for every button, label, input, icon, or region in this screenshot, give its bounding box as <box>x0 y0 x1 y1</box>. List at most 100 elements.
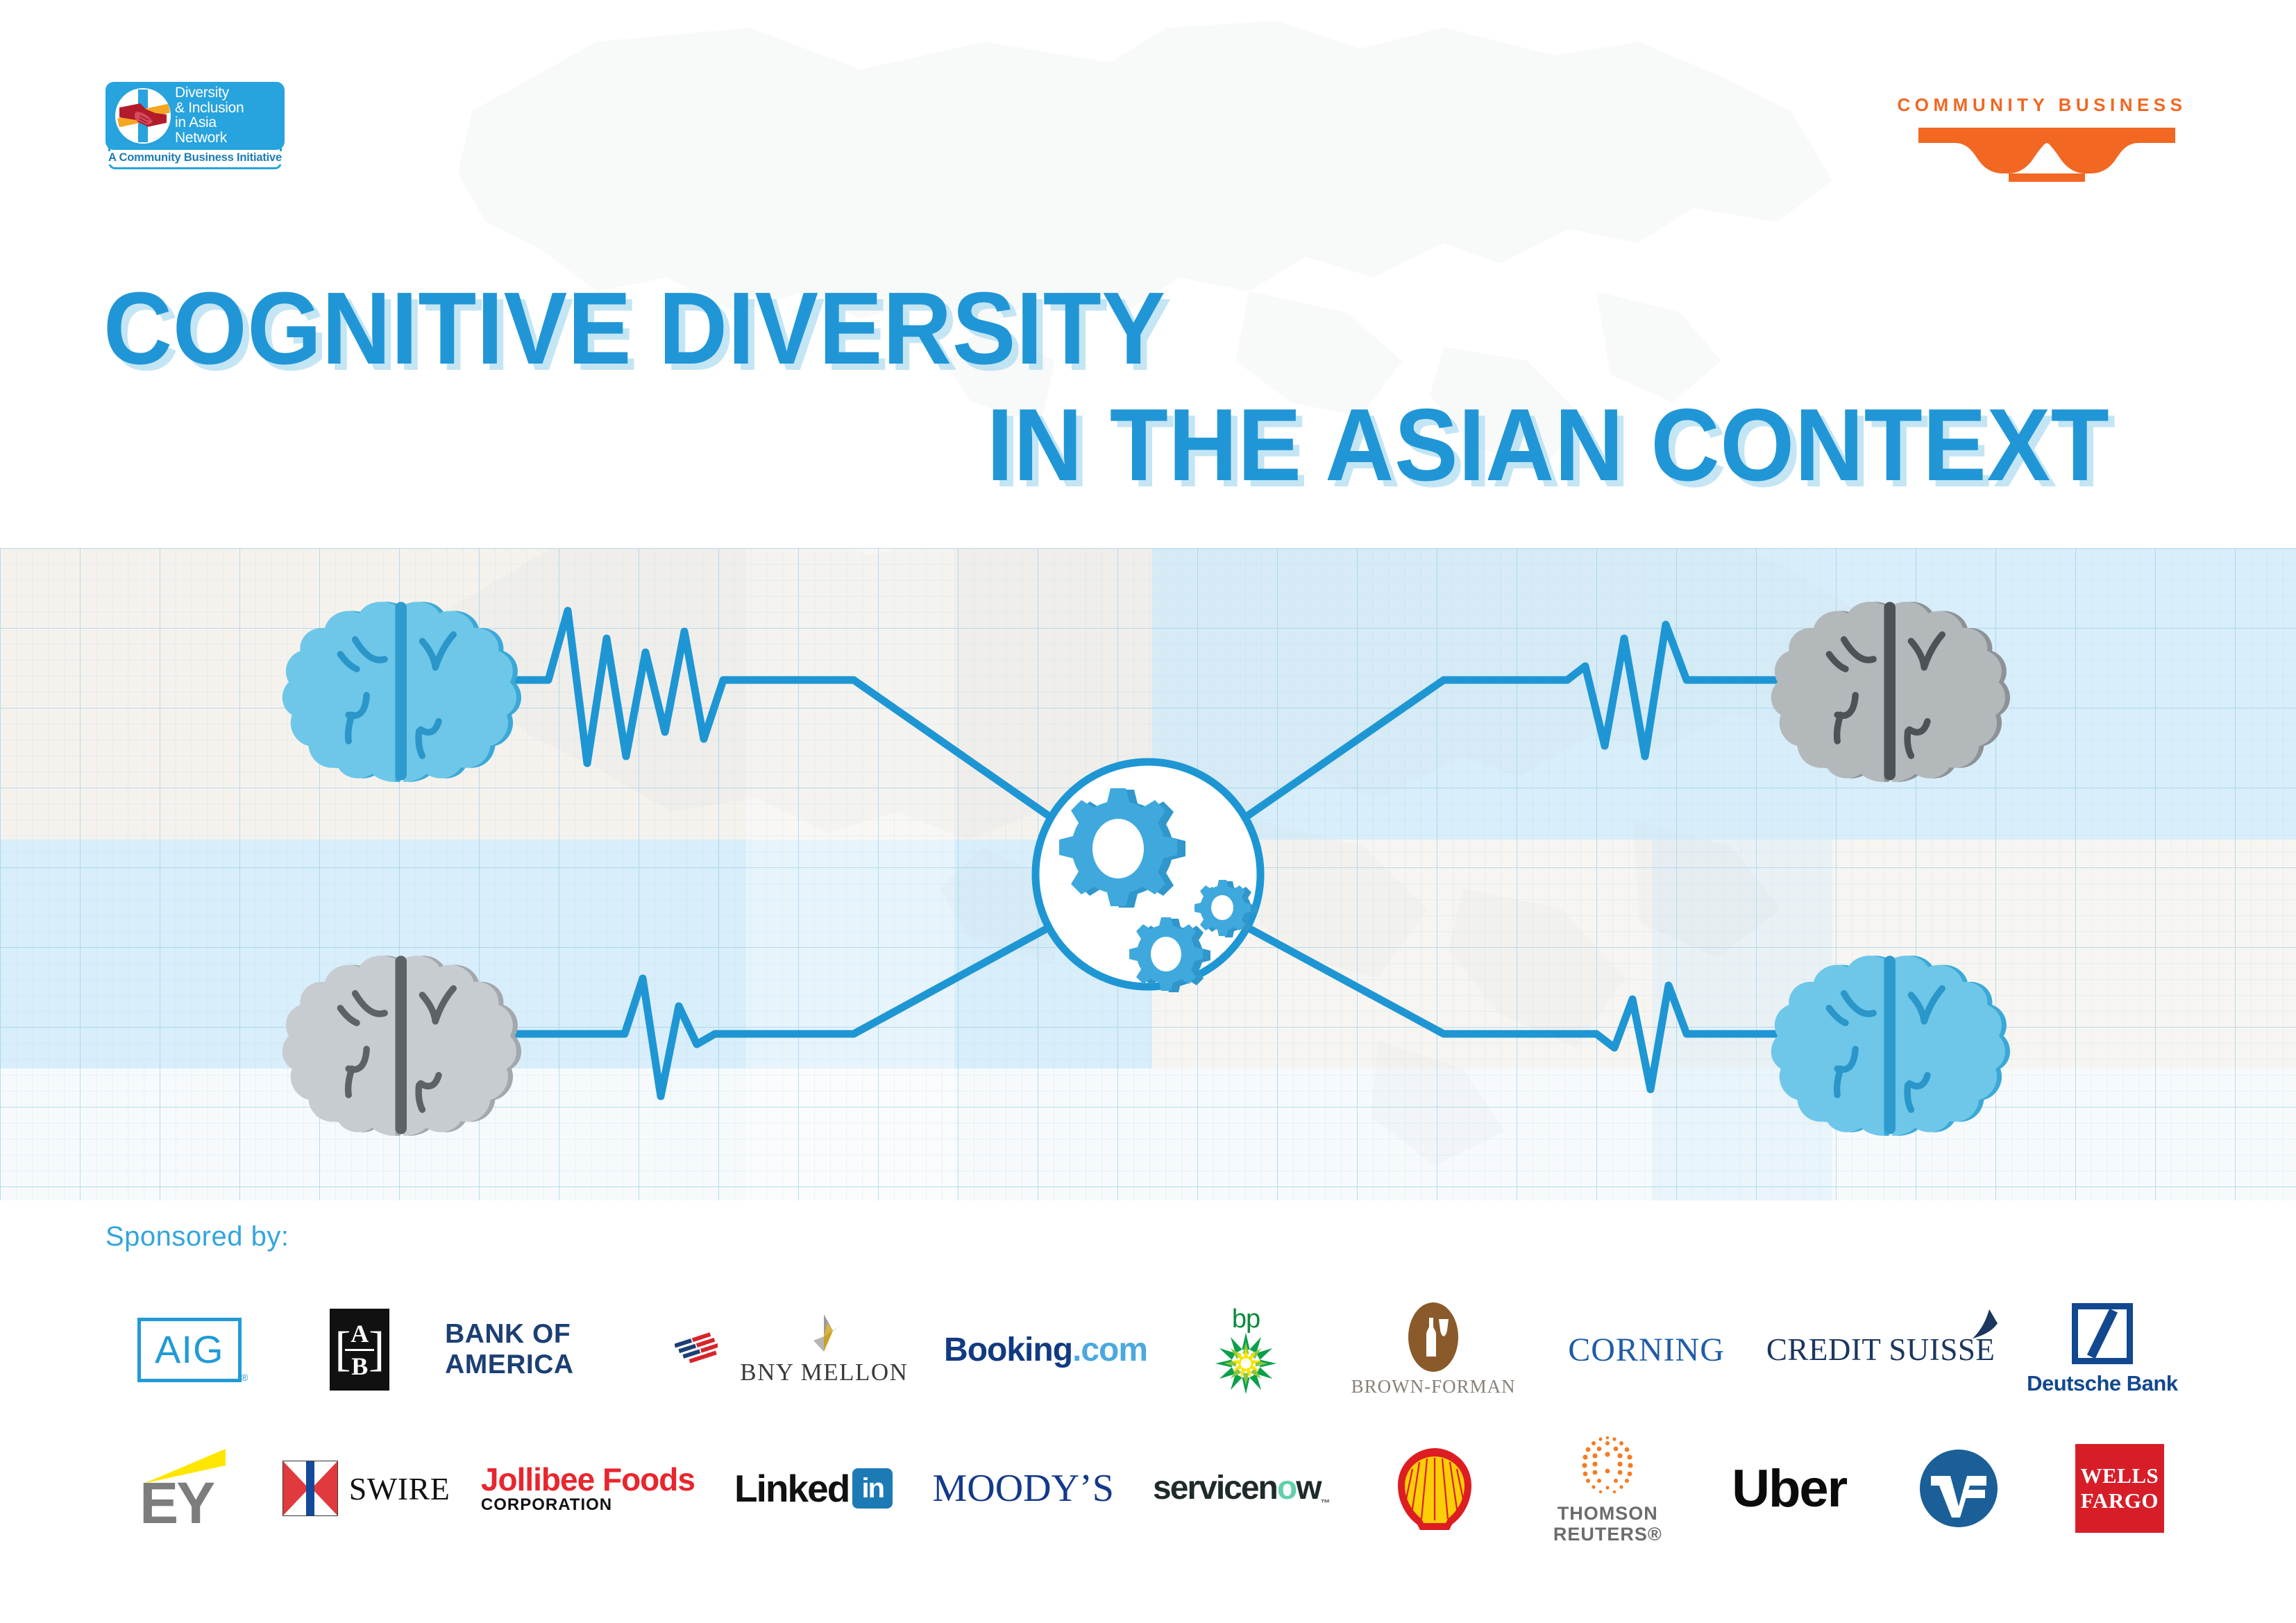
boa-label: BANK OF AMERICA <box>445 1319 574 1379</box>
aig-label: AIG <box>155 1327 224 1371</box>
logo-bp[interactable]: bp <box>1160 1291 1331 1409</box>
ey-label: EY <box>140 1470 215 1536</box>
logo-servicenow[interactable]: servicenow™ <box>1128 1429 1353 1547</box>
bny-diamond-icon <box>813 1314 842 1352</box>
logo-deutsche-bank[interactable]: Deutsche Bank <box>2004 1291 2200 1409</box>
logo-thomson-reuters[interactable]: THOMSON REUTERS® <box>1515 1429 1700 1547</box>
ey-beam-icon <box>144 1449 226 1484</box>
logo-vf-corporation[interactable] <box>1877 1429 2038 1547</box>
brain-top-left <box>282 602 522 782</box>
db-slash-icon <box>2086 1308 2118 1359</box>
dian-line-3: in Asia <box>175 114 217 130</box>
uber-label: Uber <box>1732 1459 1848 1518</box>
title-line-2: IN THE ASIAN CONTEXT <box>986 388 2110 502</box>
bf-label: BROWN-FORMAN <box>1351 1375 1516 1397</box>
brain-top-right <box>1771 602 2011 782</box>
bny-label: BNY MELLON <box>740 1359 909 1386</box>
swire-lockup: SWIRE <box>282 1461 450 1516</box>
logo-corning[interactable]: CORNING <box>1535 1291 1757 1409</box>
shell-pecten-icon <box>1397 1448 1471 1530</box>
corning-label: CORNING <box>1568 1331 1725 1368</box>
boa-lockup: BANK OF AMERICA <box>445 1319 718 1380</box>
bf-bottle-glass-icon <box>1408 1302 1459 1372</box>
dian-tagline: A Community Business Initiative <box>105 151 285 164</box>
world-map-watermark <box>458 21 1832 472</box>
brain-bottom-left <box>282 955 522 1136</box>
tr-label-1: THOMSON <box>1557 1503 1658 1524</box>
linkedin-lockup: Linked in <box>734 1466 893 1511</box>
jollibee-lockup: Jollibee Foods CORPORATION <box>481 1463 695 1513</box>
logo-uber[interactable]: Uber <box>1700 1429 1878 1547</box>
sponsors-section: Sponsored by: AIG ® [ ] A B BANK OF AMER… <box>0 1200 2296 1623</box>
logo-credit-suisse[interactable]: CREDIT SUISSE <box>1757 1291 2004 1409</box>
bridge-icon <box>1918 128 2175 182</box>
wf-box: WELLS FARGO <box>2075 1444 2164 1533</box>
logo-wells-fargo[interactable]: WELLS FARGO <box>2039 1429 2200 1547</box>
logo-swire[interactable]: SWIRE <box>265 1429 466 1547</box>
db-square-icon <box>2071 1303 2133 1364</box>
booking-lockup: Booking.com <box>944 1331 1148 1369</box>
wf-label-1: WELLS <box>2080 1463 2159 1488</box>
sponsored-by-heading: Sponsored by: <box>105 1221 289 1252</box>
booking-label-1: Booking <box>944 1331 1073 1368</box>
servicenow-label-3: w <box>1296 1469 1322 1506</box>
db-lockup: Deutsche Bank <box>2027 1303 2178 1396</box>
bny-lockup: BNY MELLON <box>740 1313 908 1386</box>
cs-label: CREDIT SUISSE <box>1766 1332 1995 1367</box>
dian-tagline-wrap: A Community Business Initiative <box>105 146 285 172</box>
db-label: Deutsche Bank <box>2027 1371 2178 1395</box>
dian-logo: Diversity & Inclusion in Asia Network A … <box>105 82 285 172</box>
ab-box: [ ] A B <box>330 1309 390 1391</box>
cognitive-network-illustration <box>0 548 2296 1200</box>
community-business-logo: COMMUNITY BUSINESS <box>1891 94 2193 185</box>
brain-bottom-right <box>1771 955 2011 1136</box>
dian-line-1: Diversity <box>175 85 229 101</box>
bp-helios-icon <box>1215 1332 1277 1394</box>
network-graph <box>282 602 2011 1136</box>
dian-logo-text: Diversity & Inclusion in Asia Network <box>175 85 282 145</box>
gears-icon <box>1059 788 1257 992</box>
logo-ey[interactable]: EY <box>104 1429 265 1547</box>
ab-inner: A B <box>345 1319 375 1380</box>
logo-jollibee-foods[interactable]: Jollibee Foods CORPORATION <box>467 1429 709 1547</box>
page-header: Diversity & Inclusion in Asia Network A … <box>0 0 2296 548</box>
swire-label: SWIRE <box>348 1470 450 1506</box>
tr-lockup: THOMSON REUTERS® <box>1553 1432 1662 1545</box>
logo-brown-forman[interactable]: BROWN-FORMAN <box>1331 1291 1536 1409</box>
cs-sail-icon <box>1973 1309 1998 1339</box>
boa-flag-icon <box>674 1332 718 1363</box>
community-business-wordmark: COMMUNITY BUSINESS <box>1897 94 2187 115</box>
tr-label-wrap: THOMSON REUTERS® <box>1553 1503 1662 1545</box>
dian-line-2: & Inclusion <box>175 99 244 116</box>
swire-flag-icon <box>282 1461 338 1516</box>
bp-lockup: bp <box>1214 1305 1278 1395</box>
logo-shell[interactable] <box>1353 1429 1514 1547</box>
logo-moodys[interactable]: MOODY’S <box>918 1429 1128 1547</box>
logo-linkedin[interactable]: Linked in <box>709 1429 918 1547</box>
page-title: COGNITIVE DIVERSITY IN THE ASIAN CONTEXT <box>0 278 2296 497</box>
logo-aig[interactable]: AIG ® <box>104 1291 275 1409</box>
cs-lockup: CREDIT SUISSE <box>1766 1309 1998 1368</box>
sponsor-logo-row-2: EY SWIRE Jollibee Foods CORPORATION <box>104 1429 2200 1547</box>
moodys-label: MOODY’S <box>932 1467 1114 1510</box>
logo-alliancebernstein[interactable]: [ ] A B <box>275 1291 446 1409</box>
linkedin-box-icon: in <box>852 1468 893 1509</box>
servicenow-label-2: o <box>1276 1469 1297 1506</box>
dian-handshake-icon <box>115 88 171 144</box>
ab-letter-b: B <box>351 1352 369 1380</box>
ab-letter-a: A <box>351 1319 369 1348</box>
servicenow-label-1: servicen <box>1153 1469 1278 1506</box>
ey-lockup: EY <box>133 1443 237 1533</box>
bracket-left-icon: [ <box>335 1323 351 1376</box>
bp-label: bp <box>1231 1304 1260 1334</box>
logo-booking-com[interactable]: Booking.com <box>931 1291 1160 1409</box>
jollibee-label-2: CORPORATION <box>480 1495 613 1514</box>
dian-line-4: Network <box>175 129 227 146</box>
bracket-right-icon: ] <box>368 1323 385 1376</box>
logo-bny-mellon[interactable]: BNY MELLON <box>718 1291 931 1409</box>
tr-label-2: REUTERS® <box>1553 1524 1662 1545</box>
aig-box: AIG ® <box>137 1317 248 1383</box>
wf-label-2: FARGO <box>2080 1488 2159 1513</box>
servicenow-tm: ™ <box>1320 1497 1331 1509</box>
logo-bank-of-america[interactable]: BANK OF AMERICA <box>445 1291 718 1409</box>
